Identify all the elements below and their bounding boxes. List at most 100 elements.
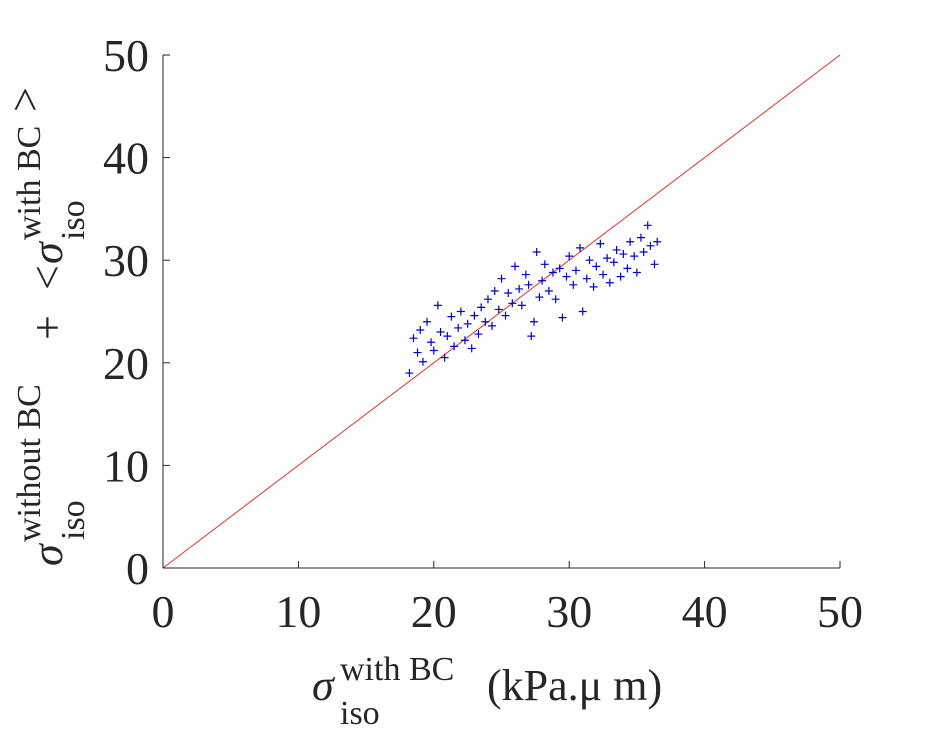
scatter-point: [470, 311, 479, 320]
scatter-point: [578, 307, 587, 316]
scatter-point: [456, 307, 465, 316]
x-label-superscript: with BC: [340, 651, 454, 688]
scatter-point: [596, 239, 605, 248]
scatter-point: [558, 313, 567, 322]
scatter-point: [639, 247, 648, 256]
scatter-point: [551, 295, 560, 304]
scatter-point: [582, 274, 591, 283]
scatter-point: [653, 237, 662, 246]
y-tick-label: 40: [103, 133, 149, 184]
data-points: [405, 221, 662, 378]
scatter-point: [626, 237, 635, 246]
x-tick-label: 30: [546, 586, 592, 637]
y-tick-label: 50: [103, 30, 149, 81]
y-tick-label: 20: [103, 338, 149, 389]
scatter-point: [463, 319, 472, 328]
y-axis-ticks: 0 10 20 30 40 50: [103, 30, 170, 594]
x-tick-label: 10: [275, 586, 321, 637]
scatter-point: [532, 247, 541, 256]
scatter-point: [562, 272, 571, 281]
y-label-operator: +: [23, 315, 72, 340]
y-label-term2-subscript: iso: [55, 200, 92, 240]
x-label-symbol: σ: [312, 661, 336, 710]
scatter-point: [650, 260, 659, 269]
scatter-point: [423, 317, 432, 326]
y-label-term1-subscript: iso: [55, 500, 92, 540]
y-label-term2-close: >: [1, 87, 50, 112]
x-label-unit: (kPa.μ m): [487, 661, 662, 710]
scatter-point: [576, 243, 585, 252]
y-axis-label: σ without BC iso + < σ with BC iso >: [1, 87, 92, 566]
scatter-point: [488, 321, 497, 330]
scatter-point: [433, 301, 442, 310]
y-tick-label: 0: [126, 543, 149, 594]
scatter-point: [544, 286, 553, 295]
scatter-point: [508, 299, 517, 308]
scatter-point: [504, 289, 513, 298]
scatter-point: [483, 295, 492, 304]
scatter-point: [413, 348, 422, 357]
scatter-point: [630, 252, 639, 261]
x-tick-label: 20: [411, 586, 457, 637]
scatter-point: [592, 262, 601, 271]
scatter-point: [443, 332, 452, 341]
scatter-point: [515, 284, 524, 293]
scatter-point: [429, 346, 438, 355]
scatter-point: [599, 270, 608, 279]
scatter-point: [477, 303, 486, 312]
y-label-term2-superscript: with BC: [11, 126, 48, 240]
x-label-subscript: iso: [340, 695, 380, 732]
scatter-point: [616, 272, 625, 281]
scatter-point: [527, 332, 536, 341]
scatter-point: [460, 336, 469, 345]
scatter-point: [416, 325, 425, 334]
y-tick-label: 10: [103, 440, 149, 491]
scatter-point: [517, 301, 526, 310]
scatter-point: [603, 254, 612, 263]
scatter-point: [612, 245, 621, 254]
scatter-point: [569, 280, 578, 289]
scatter-point: [436, 328, 445, 337]
identity-reference-line: [162, 54, 841, 569]
x-axis-ticks: 0 10 20 30 40 50: [152, 561, 863, 637]
scatter-point: [409, 334, 418, 343]
scatter-point: [467, 344, 476, 353]
scatter-point: [538, 276, 547, 285]
x-tick-label: 50: [817, 586, 863, 637]
scatter-point: [585, 256, 594, 265]
scatter-point: [521, 270, 530, 279]
scatter-point: [511, 262, 520, 271]
scatter-point: [440, 353, 449, 362]
scatter-point: [565, 252, 574, 261]
scatter-point: [535, 293, 544, 302]
y-label-term1-superscript: without BC: [11, 384, 48, 542]
scatter-point: [497, 274, 506, 283]
scatter-point: [494, 305, 503, 314]
scatter-point: [589, 282, 598, 291]
scatter-point: [548, 268, 557, 277]
y-label-term2-symbol: σ: [23, 240, 72, 264]
scatter-point: [490, 286, 499, 295]
scatter-point: [643, 221, 652, 230]
scatter-point: [405, 369, 414, 378]
y-tick-label: 30: [103, 235, 149, 286]
scatter-point: [623, 264, 632, 273]
y-label-term2-open: <: [23, 265, 72, 290]
plot-area: 0 10 20 30 40 50 0 10 20 30 40 50: [103, 30, 863, 637]
scatter-point: [555, 264, 564, 273]
scatter-point: [529, 317, 538, 326]
scatter-point: [450, 342, 459, 351]
x-tick-label: 0: [152, 586, 175, 637]
scatter-point: [605, 278, 614, 287]
x-axis-label: σ with BC iso (kPa.μ m): [312, 651, 662, 732]
scatter-point: [418, 357, 427, 366]
scatter-point: [646, 241, 655, 250]
scatter-point: [474, 330, 483, 339]
x-tick-label: 40: [682, 586, 728, 637]
y-label-term1-symbol: σ: [23, 542, 72, 566]
scatter-point: [501, 311, 510, 320]
scatter-point: [632, 268, 641, 277]
scatter-point: [524, 280, 533, 289]
scatter-point: [609, 258, 618, 267]
